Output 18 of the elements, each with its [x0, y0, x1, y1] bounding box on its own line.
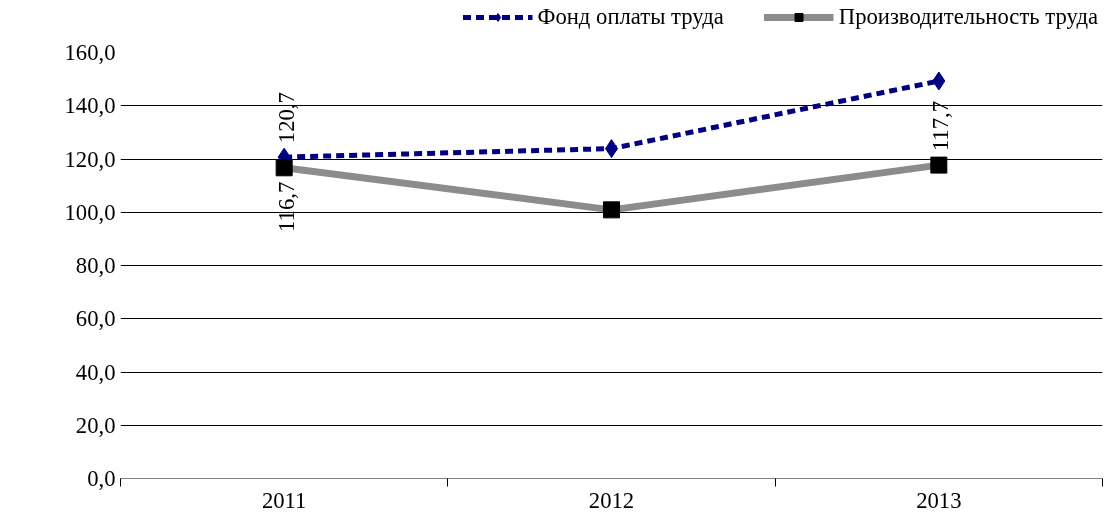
- y-tick-label: 120,0: [64, 146, 116, 172]
- y-tick-label: 160,0: [64, 40, 116, 65]
- y-tick-label: 60,0: [75, 306, 116, 332]
- legend-label: Производительность труда: [838, 4, 1098, 30]
- y-tick-label: 140,0: [64, 93, 116, 119]
- y-tick-label: 100,0: [64, 199, 116, 225]
- data-label: 116,7: [273, 181, 299, 232]
- y-tick-label: 0,0: [87, 466, 116, 491]
- y-tick-label: 20,0: [75, 412, 116, 438]
- x-tick-label: 2013: [916, 487, 962, 513]
- data-label: 117,7: [928, 100, 954, 152]
- y-tick-label: 40,0: [75, 359, 116, 385]
- x-tick-label: 2011: [261, 487, 307, 513]
- legend-label: Фонд оплаты труда: [537, 4, 724, 30]
- point: [932, 71, 946, 91]
- data-label: 120,7: [273, 92, 299, 144]
- x-tick-label: 2012: [588, 487, 635, 513]
- y-tick-label: 80,0: [75, 253, 116, 278]
